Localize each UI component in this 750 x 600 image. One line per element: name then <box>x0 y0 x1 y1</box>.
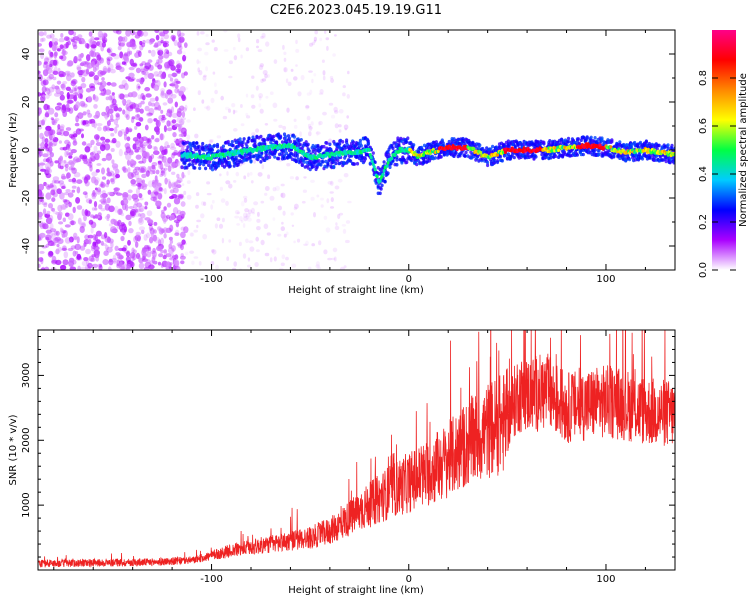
x-tick-label: -100 <box>200 574 223 585</box>
y-tick-label: 2000 <box>21 428 32 453</box>
spectrogram-ticks: -100 0 100 -40 -20 0 20 40 <box>21 29 675 285</box>
colorbar-tick-label: 0.0 <box>698 262 709 278</box>
x-tick-label: 0 <box>406 274 412 285</box>
snr-frame <box>37 329 676 571</box>
snr-ticks: -100 0 100 1000 2000 3000 <box>21 330 675 585</box>
colorbar-tick-label: 0.2 <box>698 214 709 230</box>
spectrogram-panel: -100 0 100 -40 -20 0 20 40 Height of straight l… <box>8 29 676 296</box>
snr-ylabel: SNR (10 * v/v) <box>8 414 19 485</box>
colorbar: 0.0 0.2 0.4 0.6 0.8 Normalized spectral ampl… <box>698 30 749 278</box>
y-tick-label: 0 <box>21 147 32 153</box>
spectrogram-xlabel: Height of straight line (km) <box>288 285 424 296</box>
y-tick-label: 40 <box>21 48 32 61</box>
colorbar-bar <box>712 30 736 270</box>
y-tick-label: 1000 <box>21 492 32 517</box>
figure-title: C2E6.2023.045.19.19.G11 <box>270 3 442 18</box>
x-tick-label: 100 <box>596 574 615 585</box>
snr-panel: -100 0 100 1000 2000 3000 Height of straight … <box>8 329 676 596</box>
colorbar-tick-label: 0.8 <box>698 70 709 86</box>
spectrogram-data <box>38 30 675 270</box>
y-tick-label: -20 <box>21 190 32 206</box>
colorbar-ticks: 0.0 0.2 0.4 0.6 0.8 <box>698 70 736 278</box>
x-tick-label: 0 <box>406 574 412 585</box>
colorbar-label: Normalized spectral amplitude <box>738 73 749 227</box>
y-tick-label: -40 <box>21 238 32 254</box>
x-tick-label: -100 <box>200 274 223 285</box>
y-tick-label: 3000 <box>21 363 32 388</box>
y-tick-label: 20 <box>21 96 32 109</box>
colorbar-tick-label: 0.4 <box>698 166 709 182</box>
snr-series-line <box>38 330 675 568</box>
x-tick-label: 100 <box>596 274 615 285</box>
spectrogram-ylabel: Frequency (Hz) <box>8 112 19 188</box>
snr-xlabel: Height of straight line (km) <box>288 585 424 596</box>
colorbar-tick-label: 0.6 <box>698 118 709 134</box>
